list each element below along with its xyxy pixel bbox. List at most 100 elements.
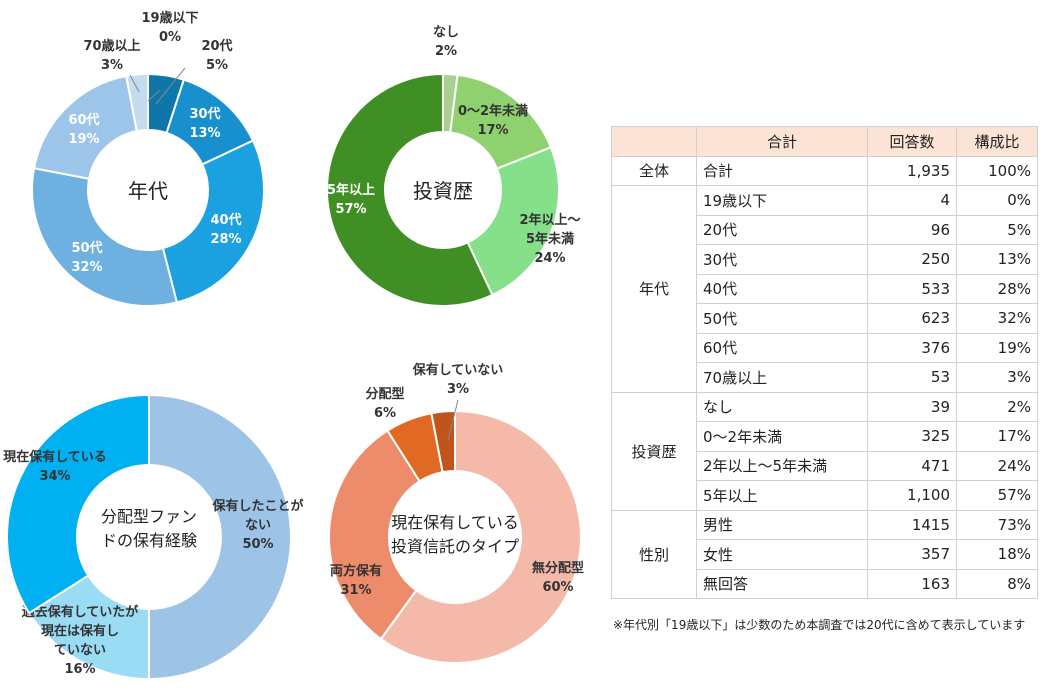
table-count-cell: 1,100 — [867, 480, 957, 511]
table-group-cell: 全体 — [611, 155, 697, 186]
table-row: 投資歴 なし 39 2% — [611, 391, 1038, 511]
table-count-cell: 1,935 — [867, 155, 957, 186]
slice-value-label: 5% — [206, 58, 228, 73]
slice-label: 現在は保有し — [41, 623, 119, 639]
slice — [161, 139, 265, 304]
table-group-cell: 投資歴 — [611, 391, 697, 511]
slice-label: 40代 — [210, 212, 241, 228]
slice — [328, 429, 422, 641]
slice-value-label: 19% — [68, 132, 99, 147]
table-count-cell: 325 — [867, 421, 957, 452]
table-item-cell: 無回答 — [696, 568, 868, 599]
slice — [148, 393, 292, 681]
slice — [466, 145, 560, 297]
slice-label: 保有したことが — [211, 498, 303, 514]
slice-label: 両方保有 — [330, 563, 382, 579]
donut-center-title: 投資信託のタイプ — [391, 537, 519, 556]
table-item-cell: 合計 — [696, 155, 868, 186]
slice-value-label: 34% — [39, 469, 70, 484]
leader-line — [147, 89, 161, 102]
table-count-cell: 533 — [867, 273, 957, 304]
slice-value-label: 60% — [542, 580, 573, 595]
table-header-count: 回答数 — [867, 126, 957, 157]
table-item-cell: なし — [696, 391, 868, 422]
slice-value-label: 31% — [340, 583, 371, 598]
table-ratio-cell: 2% — [956, 391, 1038, 422]
table-item-cell: 19歳以下 — [696, 185, 868, 216]
table-count-cell: 39 — [867, 391, 957, 422]
table-ratio-cell: 57% — [956, 480, 1038, 511]
table-row: 2年以上～5年未満 471 24% — [612, 450, 1038, 481]
slice-value-label: 2% — [435, 44, 457, 59]
donut-chart-2: なし 2% 0～2年未満 17% 2年以上～ 5年未満 24% 5年以上 57% 投資歴 — [326, 25, 581, 307]
donut-chart-4: 無分配型 60% 両方保有 31% 分配型 6% 保有していない 3% 現在保有している投資信託… — [328, 362, 584, 664]
footnote: ※年代別「19歳以下」は少数のため本調査では20代に含めて表示しています — [613, 618, 1026, 632]
slice-label: 現在保有している — [3, 449, 107, 465]
slice-label: 保有していない — [412, 362, 504, 378]
donut-center-title: ドの保有経験 — [101, 531, 197, 550]
slice-value-label: 13% — [189, 126, 220, 141]
table-header-ratio: 構成比 — [956, 126, 1038, 157]
donut-center-title: 投資歴 — [413, 179, 473, 203]
table-body: 全体 合計 1,935 100% 年代 19歳以下 4 0% 20代 96 5% 30代 250 13% 4… — [611, 155, 1038, 599]
table-item-cell: 5年以上 — [696, 480, 868, 511]
slice-label: 過去保有していたが — [21, 604, 139, 620]
slice-label: 20代 — [201, 38, 232, 54]
slice-label: 2年以上～ — [519, 212, 580, 228]
table-row: 60代 376 19% — [612, 332, 1038, 363]
slice-label: ていない — [54, 643, 106, 658]
table-ratio-cell: 5% — [956, 214, 1038, 245]
table-item-cell: 30代 — [696, 244, 868, 275]
table-row: 無回答 163 8% — [612, 568, 1038, 599]
table-item-cell: 40代 — [696, 273, 868, 304]
slice-label: 無分配型 — [532, 560, 584, 576]
table-ratio-cell: 32% — [956, 303, 1038, 334]
table-count-cell: 471 — [867, 450, 957, 481]
table-count-cell: 376 — [867, 332, 957, 363]
table-header-total: 合計 — [696, 126, 868, 157]
leader-line — [155, 67, 186, 105]
slice-value-label: 28% — [210, 232, 241, 247]
table-header-blank — [611, 126, 697, 157]
table-header-row: 合計 回答数 構成比 — [611, 126, 1038, 157]
table-row: 40代 533 28% — [612, 273, 1038, 304]
slice — [379, 409, 582, 664]
table-item-cell: 男性 — [696, 509, 868, 540]
leader-line — [129, 74, 140, 93]
table-ratio-cell: 18% — [956, 539, 1038, 570]
table-ratio-cell: 3% — [956, 362, 1038, 393]
table-item-cell: 2年以上～5年未満 — [696, 450, 868, 481]
table-ratio-cell: 13% — [956, 244, 1038, 275]
slice-label: ない — [245, 518, 271, 533]
slice-value-label: 16% — [64, 662, 95, 677]
table-ratio-cell: 0% — [956, 185, 1038, 216]
table-item-cell: 20代 — [696, 214, 868, 245]
table-item-cell: 女性 — [696, 539, 868, 570]
table-ratio-cell: 17% — [956, 421, 1038, 452]
table-ratio-cell: 28% — [956, 273, 1038, 304]
table-group-cell: 性別 — [611, 509, 697, 599]
slice-value-label: 3% — [447, 382, 469, 397]
slice-value-label: 32% — [71, 260, 102, 275]
slice-label: 19歳以下 — [141, 10, 198, 26]
donut-center-title: 現在保有している — [391, 513, 519, 532]
slice-label: 50代 — [71, 240, 102, 256]
slice-label: 30代 — [189, 106, 220, 122]
slice-value-label: 0% — [159, 30, 181, 45]
leader-line — [447, 399, 459, 441]
slice — [6, 393, 150, 615]
table-row: 5年以上 1,100 57% — [612, 480, 1038, 511]
slice — [125, 72, 149, 133]
donut-chart-1: 19歳以下 0% 20代 5% 30代 13% 40代 28% 50代 32% 60代 19% 70歳以… — [31, 10, 265, 307]
summary-table: 合計 回答数 構成比 全体 合計 1,935 100% 年代 19歳以下 4 0% 20代 96 5… — [611, 126, 1038, 599]
table-row: 女性 357 18% — [612, 539, 1038, 570]
table-row: 全体 合計 1,935 100% — [611, 155, 1038, 186]
table-ratio-cell: 73% — [956, 509, 1038, 540]
slice-label: 5年未満 — [526, 231, 574, 247]
table-count-cell: 4 — [867, 185, 957, 216]
table-item-cell: 60代 — [696, 332, 868, 363]
table-row: 0～2年未満 325 17% — [612, 421, 1038, 452]
table-row: 性別 男性 1415 73% — [611, 509, 1038, 599]
